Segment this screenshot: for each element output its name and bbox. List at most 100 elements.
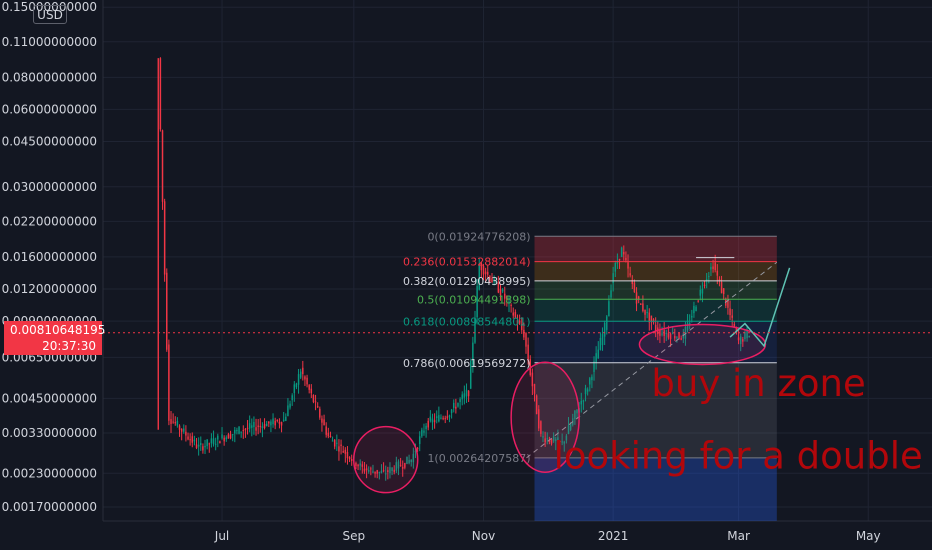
candle-body (223, 437, 225, 442)
candle-body (518, 320, 521, 324)
candle-body (331, 440, 334, 442)
candle-body (399, 465, 402, 467)
candle-body (697, 300, 699, 302)
trend-drawings (103, 257, 932, 494)
candle-body (606, 316, 608, 330)
candle-body (246, 427, 249, 429)
candle-body (644, 309, 646, 315)
fibonacci-zones (534, 236, 777, 521)
candle-body (737, 337, 740, 341)
y-tick-label: 0.01600000000 (2, 250, 97, 264)
candle-body (435, 416, 438, 418)
candle-body (346, 451, 349, 459)
candle-body (597, 349, 600, 359)
candle-body (504, 293, 506, 299)
fib-level-label: 1(0.00264207587) (427, 452, 530, 465)
chart-grid (102, 0, 932, 522)
candle-body (204, 445, 206, 448)
candle-body (380, 470, 383, 473)
candle-body (197, 444, 200, 447)
candle-body (714, 262, 716, 271)
candle-body (654, 324, 657, 331)
candle-body (319, 408, 321, 418)
candle-body (248, 423, 251, 429)
candle-body (489, 276, 491, 282)
candle-body (382, 470, 385, 472)
candle-body (397, 461, 400, 469)
x-tick-label: Mar (727, 529, 750, 543)
candle-body (344, 449, 347, 454)
candle-body (325, 426, 327, 435)
candle-body (467, 390, 470, 397)
candle-body (678, 333, 680, 339)
candle-body (431, 418, 434, 423)
candle-body (452, 402, 455, 408)
candle-body (180, 428, 183, 432)
candle-body (476, 286, 478, 318)
candle-body (748, 335, 750, 338)
candle-body (342, 451, 344, 453)
candle-body (429, 416, 432, 421)
candle-body (538, 409, 540, 429)
candle-body (680, 338, 682, 340)
chart-annotation: looking for a double (554, 435, 923, 478)
candle-body (648, 312, 651, 323)
currency-badge[interactable]: USD (33, 5, 67, 24)
candle-body (295, 383, 298, 388)
candle-body (601, 334, 604, 346)
candle-body (580, 401, 583, 405)
y-tick-label: 0.03000000000 (2, 180, 97, 194)
time-axis[interactable]: Jul Sep Nov 2021 Mar May (214, 529, 881, 543)
candle-body (210, 438, 213, 444)
candle-body (561, 441, 563, 443)
candle-body (280, 422, 283, 426)
x-tick-label: Jul (214, 529, 229, 543)
candle-body (433, 420, 436, 422)
candle-body (276, 419, 279, 421)
candle-body (289, 403, 291, 408)
candle-body (631, 279, 634, 285)
candle-body (416, 448, 419, 450)
candle-body (448, 415, 451, 417)
candlestick-series (157, 57, 750, 481)
candle-body (671, 332, 674, 334)
candle-body (427, 420, 429, 428)
candle-body (172, 421, 174, 423)
candle-body (563, 441, 566, 444)
candle-body (401, 466, 404, 469)
candle-body (268, 421, 270, 424)
candle-body (591, 376, 593, 381)
candle-body (257, 425, 259, 428)
candle-body (523, 329, 525, 338)
candle-body (472, 342, 474, 365)
candle-body (463, 393, 466, 398)
candle-body (637, 296, 640, 299)
candle-body (263, 424, 266, 428)
candle-body (744, 332, 746, 340)
current-price-value: 0.00810648195 (10, 323, 106, 337)
candle-body (710, 266, 712, 270)
candle-body (625, 257, 627, 261)
candle-body (478, 263, 480, 290)
candle-body (363, 468, 366, 472)
candle-body (200, 442, 202, 446)
candle-body (159, 58, 162, 130)
candle-body (329, 435, 332, 437)
candle-body (168, 344, 170, 421)
candle-body (393, 469, 395, 473)
candle-body (321, 418, 323, 423)
candle-body (238, 426, 240, 434)
candle-body (206, 439, 208, 447)
candle-body (272, 418, 274, 425)
candle-body (187, 436, 189, 440)
candle-body (350, 458, 353, 461)
candle-body (202, 446, 204, 451)
price-axis[interactable]: 0.15000000000 0.11000000000 0.08000000000 0… (2, 0, 97, 514)
candle-body (497, 283, 500, 293)
candle-body (642, 303, 644, 312)
y-tick-label: 0.01200000000 (2, 282, 97, 296)
candle-body (510, 304, 512, 306)
candle-body (450, 409, 453, 414)
candle-body (635, 292, 638, 304)
